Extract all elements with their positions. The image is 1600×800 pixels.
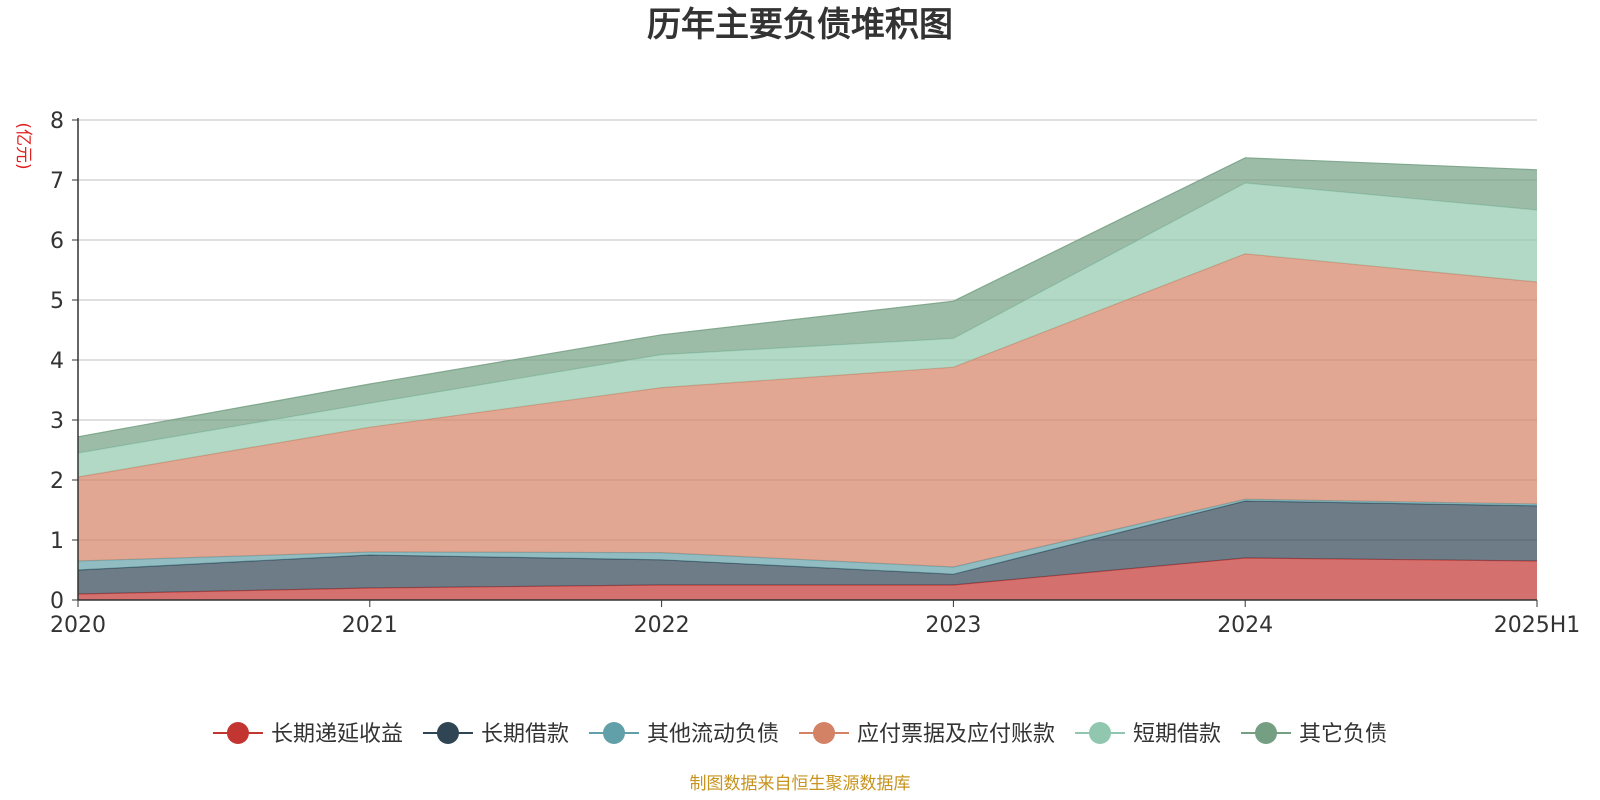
source-note: 制图数据来自恒生聚源数据库 <box>690 774 911 794</box>
y-tick-label: 5 <box>50 289 64 314</box>
area-series-5 <box>78 157 1537 454</box>
x-tick-label: 2023 <box>925 613 981 638</box>
legend-label: 其它负债 <box>1299 722 1387 747</box>
y-tick-label: 1 <box>50 529 64 554</box>
y-tick-label: 4 <box>50 349 64 374</box>
area-series <box>77 157 1538 600</box>
legend-item-5[interactable]: 其它负债 <box>1241 722 1387 747</box>
legend-label: 短期借款 <box>1133 722 1221 747</box>
y-tick-label: 3 <box>50 409 64 434</box>
legend-label: 应付票据及应付账款 <box>857 722 1055 747</box>
area-series-1 <box>78 501 1537 594</box>
legend-marker <box>602 722 625 744</box>
y-tick-label: 6 <box>50 229 64 254</box>
legend-item-3[interactable]: 应付票据及应付账款 <box>799 722 1055 747</box>
legend-item-0[interactable]: 长期递延收益 <box>212 722 403 747</box>
area-series-4 <box>78 183 1537 477</box>
legend-marker <box>436 722 459 744</box>
area-series-3 <box>78 253 1537 568</box>
area-series-2 <box>78 499 1537 575</box>
area-line-5 <box>77 157 1538 438</box>
legend-label: 长期借款 <box>481 722 569 747</box>
y-tick-label: 7 <box>50 169 64 194</box>
legend-marker <box>1255 722 1278 744</box>
legend-marker <box>813 722 835 744</box>
legend-item-1[interactable]: 长期借款 <box>422 722 569 747</box>
legend-label: 长期递延收益 <box>271 722 403 747</box>
y-tick-label: 8 <box>50 109 64 134</box>
chart-title: 历年主要负债堆积图 <box>647 5 953 45</box>
legend[interactable]: 长期递延收益 长期借款 其他流动负债 应付票据及应付账款 短期借款 其它负债 <box>212 722 1387 747</box>
x-tick-label: 2021 <box>342 613 398 638</box>
x-tick-label: 2024 <box>1217 613 1273 638</box>
x-tick-label: 2025H1 <box>1494 613 1581 638</box>
x-tick-label: 2020 <box>50 613 106 638</box>
legend-marker <box>1089 722 1112 744</box>
y-tick-label: 0 <box>50 589 64 614</box>
y-axis-unit: (亿元) <box>13 122 33 169</box>
x-tick-label: 2022 <box>634 613 690 638</box>
legend-label: 其他流动负债 <box>647 722 779 747</box>
area-series-0 <box>78 558 1537 600</box>
legend-item-4[interactable]: 短期借款 <box>1075 722 1221 747</box>
y-tick-label: 2 <box>50 469 64 494</box>
legend-marker <box>226 722 249 744</box>
axes: 0 1 2 3 4 5 6 7 8 2020 2021 2022 2023 2024 2025H1 <box>50 109 1580 638</box>
legend-item-2[interactable]: 其他流动负债 <box>588 722 779 747</box>
